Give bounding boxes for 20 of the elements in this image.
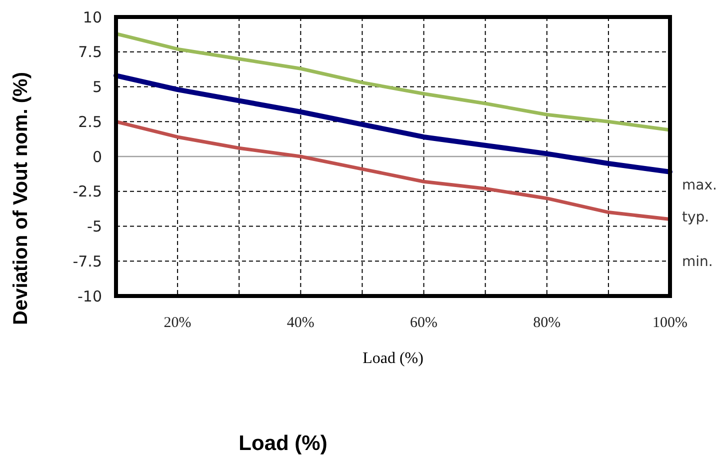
text: typ. (682, 209, 710, 226)
y-tick-label: 10 (82, 8, 102, 26)
text: min. (682, 254, 713, 270)
x-tick-label: 60% (410, 315, 438, 331)
x-axis-title: Load (%) (362, 350, 424, 367)
y-tick-label: -2.5 (72, 182, 102, 201)
text: max. (682, 177, 717, 194)
x-tick-label: 40% (286, 315, 314, 331)
y-tick-label: -10 (78, 287, 102, 306)
y-tick-label: 7.5 (78, 43, 102, 62)
y-tick-label: 2.5 (78, 112, 102, 131)
y-tick-label: 0 (92, 148, 102, 166)
y-axis-title: Deviation of Vout nom. (%) (10, 72, 32, 325)
y-tick-label: -7.5 (72, 252, 102, 270)
x-tick-label: 20% (164, 315, 192, 331)
y-tick-label: 5 (92, 78, 102, 96)
text: Load (%) (238, 432, 328, 455)
x-tick-label: 80% (533, 315, 561, 331)
y-tick-label: -5 (87, 218, 102, 236)
x-tick-label: 100% (652, 315, 688, 331)
